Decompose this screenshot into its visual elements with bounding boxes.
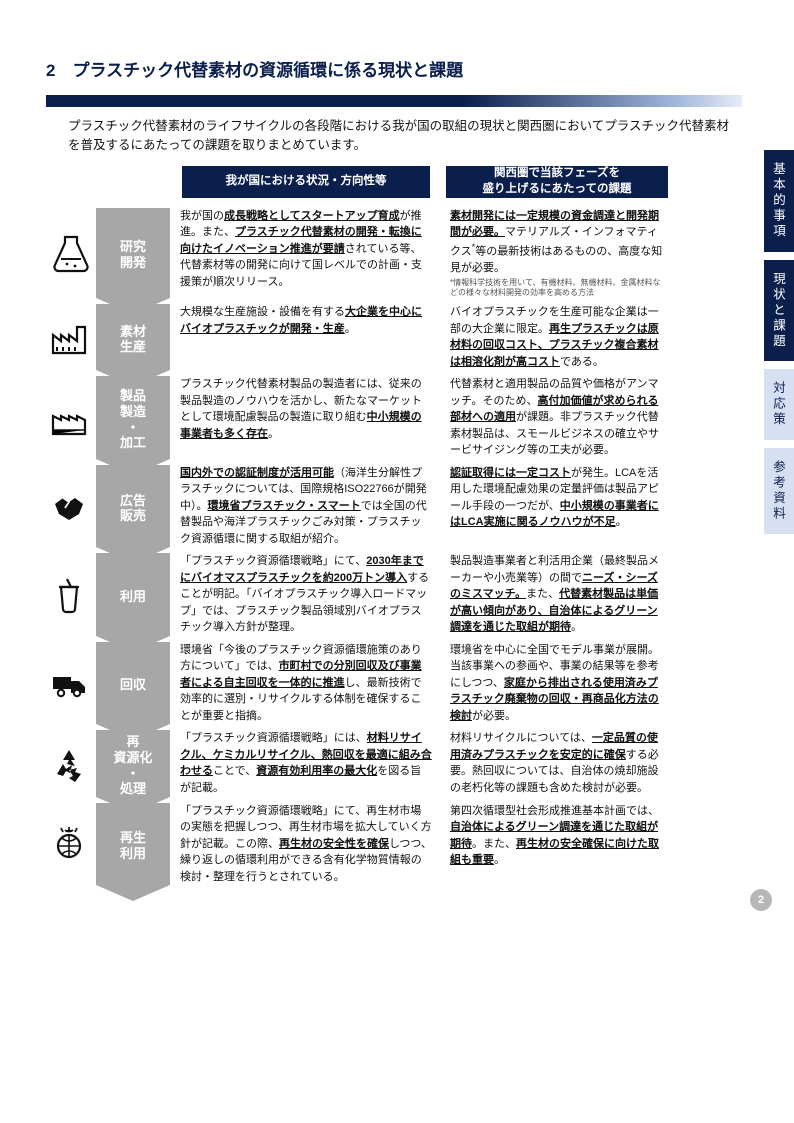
stage-label: 回収 bbox=[120, 677, 146, 693]
stage-arrow: 製品 製造 ・ 加工 bbox=[96, 376, 170, 459]
stage-label: 利用 bbox=[120, 589, 146, 605]
footnote: *情報科学技術を用いて、有機材料、無機材料、金属材料などの様々な材料開発の効率を… bbox=[450, 278, 666, 298]
factory-icon bbox=[46, 304, 92, 370]
stage-label: 広告 販売 bbox=[120, 493, 146, 524]
stage-arrow: 素材 生産 bbox=[96, 304, 170, 370]
flask-icon bbox=[46, 208, 92, 299]
japan-status-text: 国内外での認証制度が活用可能（海洋生分解性プラスチックについては、国際規格ISO… bbox=[180, 465, 438, 548]
side-tab[interactable]: 参考資料 bbox=[764, 448, 794, 534]
japan-status-text: 我が国の成長戦略としてスタートアップ育成が推進。また、プラスチック代替素材の開発… bbox=[180, 208, 438, 299]
japan-status-text: 大規模な生産施設・設備を有する大企業を中心にバイオプラスチックが開発・生産。 bbox=[180, 304, 438, 370]
recycle-icon bbox=[46, 730, 92, 796]
intro-paragraph: プラスチック代替素材のライフサイクルの各段階における我が国の取組の現状と関西圏に… bbox=[68, 117, 738, 156]
kansai-issue-text: 製品製造事業者と利活用企業（最終製品メーカーや小売業等）の間でニーズ・シーズのミ… bbox=[450, 553, 672, 636]
lifecycle-row: 利用 「プラスチック資源循環戦略」にて、2030年までにバイオマスプラスチックを約… bbox=[46, 553, 742, 636]
stage-arrow: 広告 販売 bbox=[96, 465, 170, 548]
stage-label: 素材 生産 bbox=[120, 324, 146, 355]
kansai-issue-text: 環境省を中心に全国でモデル事業が展開。当該事業への参画や、事業の結果等を参考にし… bbox=[450, 642, 672, 725]
stage-arrow: 再 資源化 ・ 処理 bbox=[96, 730, 170, 796]
globe-icon bbox=[46, 803, 92, 886]
japan-status-text: 「プラスチック資源循環戦略」にて、2030年までにバイオマスプラスチックを約20… bbox=[180, 553, 438, 636]
truck-icon bbox=[46, 642, 92, 725]
japan-status-text: 環境省「今後のプラスチック資源循環施策のあり方について」では、市町村での分別回収… bbox=[180, 642, 438, 725]
lifecycle-row: 素材 生産 大規模な生産施設・設備を有する大企業を中心にバイオプラスチックが開発・… bbox=[46, 304, 742, 370]
section-title: 2 プラスチック代替素材の資源循環に係る現状と課題 bbox=[46, 56, 742, 85]
lifecycle-row: 再 資源化 ・ 処理「プラスチック資源循環戦略」には、材料リサイクル、ケミカルリ… bbox=[46, 730, 742, 796]
kansai-issue-text: バイオプラスチックを生産可能な企業は一部の大企業に限定。再生プラスチックは原材料… bbox=[450, 304, 672, 370]
title-underline bbox=[46, 95, 742, 107]
kansai-issue-text: 素材開発には一定規模の資金調達と開発期間が必要。マテリアルズ・インフォマティクス… bbox=[450, 208, 672, 299]
side-tab[interactable]: 現状と課題 bbox=[764, 260, 794, 362]
side-tab[interactable]: 対応策 bbox=[764, 369, 794, 440]
stage-label: 再生 利用 bbox=[120, 830, 146, 861]
kansai-issue-text: 代替素材と適用製品の品質や価格がアンマッチ。そのため、高付加価値が求められる部材… bbox=[450, 376, 672, 459]
lifecycle-row: 再生 利用 「プラスチック資源循環戦略」にて、再生材市場の実態を把握しつつ、再生材… bbox=[46, 803, 742, 886]
kansai-issue-text: 認証取得には一定コストが発生。LCAを活用した環境配慮効果の定量評価は製品アピー… bbox=[450, 465, 672, 548]
lifecycle-row: 研究 開発 我が国の成長戦略としてスタートアップ育成が推進。また、プラスチック代替… bbox=[46, 208, 742, 299]
factory2-icon bbox=[46, 376, 92, 459]
lifecycle-row: 製品 製造 ・ 加工 プラスチック代替素材製品の製造者には、従来の製品製造のノウハ… bbox=[46, 376, 742, 459]
stage-label: 製品 製造 ・ 加工 bbox=[120, 388, 146, 450]
japan-status-text: 「プラスチック資源循環戦略」にて、再生材市場の実態を把握しつつ、再生材市場を拡大… bbox=[180, 803, 438, 886]
cup-icon bbox=[46, 553, 92, 636]
stage-label: 再 資源化 ・ 処理 bbox=[113, 734, 152, 796]
japan-status-text: プラスチック代替素材製品の製造者には、従来の製品製造のノウハウを活かし、新たなマ… bbox=[180, 376, 438, 459]
kansai-issue-text: 材料リサイクルについては、一定品質の使用済みプラスチックを安定的に確保する必要。… bbox=[450, 730, 672, 796]
stage-arrow: 研究 開発 bbox=[96, 208, 170, 299]
side-tab[interactable]: 基本的事項 bbox=[764, 150, 794, 252]
stage-label: 研究 開発 bbox=[120, 239, 146, 270]
stage-arrow: 再生 利用 bbox=[96, 803, 170, 886]
stage-arrow: 回収 bbox=[96, 642, 170, 725]
kansai-issue-text: 第四次循環型社会形成推進基本計画では、自治体によるグリーン調達を通じた取組が期待… bbox=[450, 803, 672, 886]
column-header-japan: 我が国における状況・方向性等 bbox=[182, 166, 430, 198]
handshake-icon bbox=[46, 465, 92, 548]
lifecycle-row: 回収 環境省「今後のプラスチック資源循環施策のあり方について」では、市町村での分別… bbox=[46, 642, 742, 725]
lifecycle-row: 広告 販売 国内外での認証制度が活用可能（海洋生分解性プラスチックについては、国際… bbox=[46, 465, 742, 548]
japan-status-text: 「プラスチック資源循環戦略」には、材料リサイクル、ケミカルリサイクル、熱回収を最… bbox=[180, 730, 438, 796]
page-number: 2 bbox=[750, 889, 772, 911]
stage-arrow: 利用 bbox=[96, 553, 170, 636]
column-header-kansai: 関西圏で当該フェーズを 盛り上げるにあたっての課題 bbox=[446, 166, 668, 198]
